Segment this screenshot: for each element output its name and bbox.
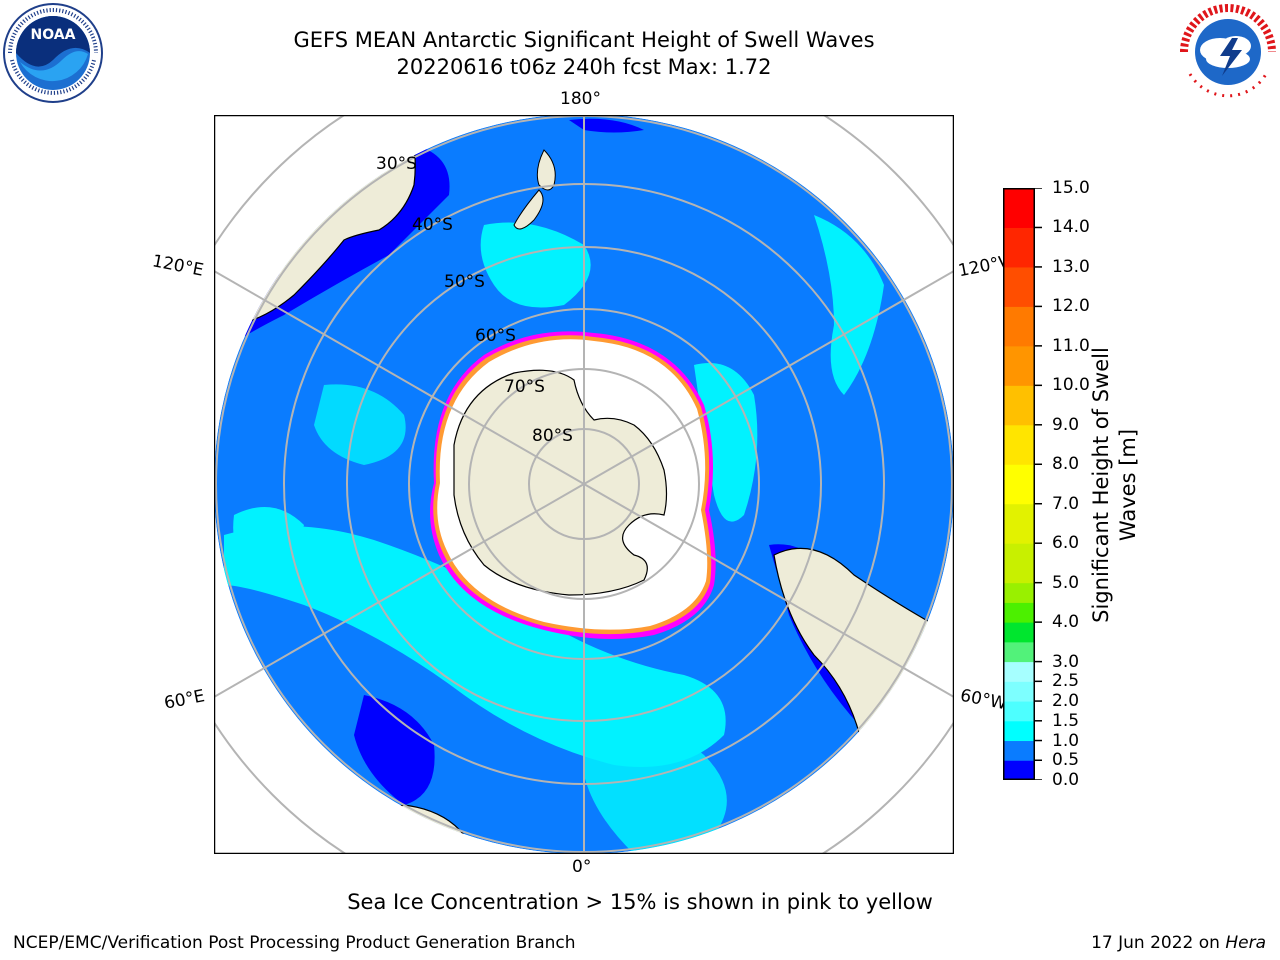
colorbar-segment [1003, 188, 1035, 209]
colorbar-segment [1003, 641, 1035, 663]
lat-label-80s: 80°S [532, 426, 573, 446]
colorbar-segment [1003, 543, 1035, 564]
colorbar-segment [1003, 484, 1035, 505]
colorbar-tick-label: 3.0 [1052, 651, 1080, 672]
colorbar-tick-label: 0.0 [1052, 770, 1080, 790]
colorbar-segment [1003, 405, 1035, 426]
colorbar-segment [1003, 266, 1035, 288]
map-subtitle: 20220616 t06z 240h fcst Max: 1.72 [396, 55, 772, 79]
lon-label-bottom: 0° [572, 857, 592, 877]
colorbar-segment [1003, 622, 1035, 643]
lat-label-40s: 40°S [412, 215, 453, 235]
noaa-logo-text: NOAA [31, 27, 76, 43]
colorbar-tick-label: 13.0 [1052, 256, 1090, 277]
colorbar-segment [1003, 760, 1035, 780]
colorbar-segment [1003, 602, 1035, 623]
colorbar-tick-label: 7.0 [1052, 493, 1080, 514]
generation-date: 17 Jun 2022 on Hera [1091, 933, 1266, 953]
colorbar-segment [1003, 661, 1035, 682]
colorbar-tick-label: 5.0 [1052, 572, 1080, 593]
colorbar-tick-label: 2.0 [1052, 691, 1080, 712]
lat-label-60s: 60°S [475, 326, 516, 346]
host-name: Hera [1225, 933, 1266, 953]
colorbar-tick-label: 0.5 [1052, 750, 1080, 771]
colorbar-tick-label: 11.0 [1052, 335, 1090, 356]
polar-map: 30°S 40°S 50°S 60°S 70°S 80°S [214, 115, 954, 854]
colorbar-segment [1003, 582, 1035, 603]
colorbar-tick-label: 8.0 [1052, 454, 1080, 475]
producer-credit: NCEP/EMC/Verification Post Processing Pr… [13, 933, 576, 953]
colorbar-segment [1003, 681, 1035, 702]
map-border [214, 115, 954, 854]
lat-label-50s: 50°S [444, 272, 485, 292]
lon-label-lower-left: 60°E [162, 686, 207, 714]
colorbar-segment [1003, 345, 1035, 367]
colorbar-segment [1003, 523, 1035, 544]
colorbar-segment [1003, 385, 1035, 406]
colorbar-tick-label: 14.0 [1052, 217, 1090, 238]
nws-logo [1180, 4, 1276, 98]
lon-label-top: 180° [560, 89, 601, 109]
colorbar-segment [1003, 207, 1035, 228]
lon-label-lower-right: 60°W [958, 685, 1009, 715]
colorbar-tick-label: 6.0 [1052, 533, 1080, 554]
colorbar-segment [1003, 562, 1035, 584]
lon-label-upper-left: 120°E [150, 251, 206, 281]
colorbar-tick-label: 9.0 [1052, 414, 1080, 435]
colorbar-tick-label: 12.0 [1052, 296, 1090, 317]
colorbar-ticks [1035, 188, 1042, 780]
longitude-gridlines [214, 115, 954, 854]
swell-patches [224, 215, 884, 854]
new-zealand-north [536, 149, 556, 191]
colorbar-segment [1003, 740, 1035, 761]
lat-label-70s: 70°S [504, 377, 545, 397]
generation-date-text: 17 Jun 2022 on [1091, 933, 1220, 953]
new-zealand-south [513, 189, 544, 230]
colorbar-segment [1003, 286, 1035, 307]
colorbar-segment [1003, 306, 1035, 327]
colorbar-segment [1003, 503, 1035, 524]
map-title: GEFS MEAN Antarctic Significant Height o… [293, 28, 875, 52]
sea-ice-footnote: Sea Ice Concentration > 15% is shown in … [347, 890, 933, 914]
colorbar-tick-label: 1.0 [1052, 730, 1080, 751]
colorbar-segment [1003, 424, 1035, 446]
colorbar-tick-label: 10.0 [1052, 375, 1090, 396]
noaa-logo: NOAA [3, 3, 103, 103]
colorbar-segment [1003, 227, 1035, 248]
antarctica-landmass [453, 369, 668, 596]
colorbar-segment [1003, 720, 1035, 742]
colorbar-segment [1003, 444, 1035, 465]
colorbar-segment [1003, 247, 1035, 268]
lat-label-30s: 30°S [376, 154, 417, 174]
colorbar-tick-label: 2.5 [1052, 671, 1080, 692]
colorbar-tick-label: 15.0 [1052, 178, 1090, 198]
colorbar-tick-label: 4.0 [1052, 612, 1080, 633]
colorbar-segment [1003, 326, 1035, 347]
colorbar-label: Significant Height of Swell Waves [m] [1089, 347, 1140, 623]
colorbar-tick-label: 1.5 [1052, 710, 1080, 731]
colorbar-segment [1003, 365, 1035, 386]
colorbar-segment [1003, 464, 1035, 485]
colorbar [1003, 188, 1035, 780]
colorbar-segment [1003, 701, 1035, 722]
